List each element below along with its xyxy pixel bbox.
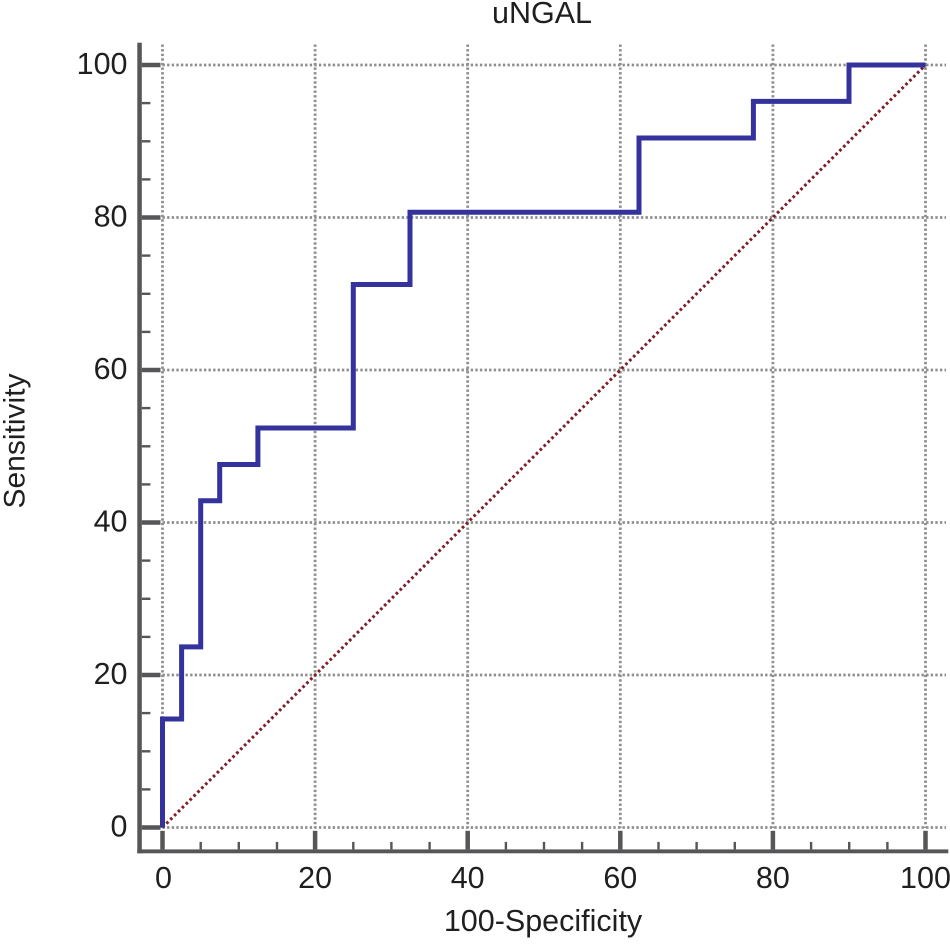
svg-text:40: 40 bbox=[451, 861, 485, 895]
svg-text:60: 60 bbox=[94, 352, 128, 386]
svg-text:100: 100 bbox=[77, 47, 128, 81]
svg-text:0: 0 bbox=[155, 861, 172, 895]
svg-text:100-Specificity: 100-Specificity bbox=[444, 904, 643, 938]
svg-text:80: 80 bbox=[756, 861, 790, 895]
svg-text:40: 40 bbox=[94, 505, 128, 539]
svg-text:uNGAL: uNGAL bbox=[492, 0, 592, 30]
svg-text:20: 20 bbox=[94, 657, 128, 691]
svg-text:60: 60 bbox=[603, 861, 637, 895]
svg-text:100: 100 bbox=[900, 861, 950, 895]
svg-text:20: 20 bbox=[298, 861, 332, 895]
svg-text:80: 80 bbox=[94, 200, 128, 234]
svg-text:Sensitivity: Sensitivity bbox=[0, 373, 31, 508]
svg-text:0: 0 bbox=[111, 810, 128, 844]
